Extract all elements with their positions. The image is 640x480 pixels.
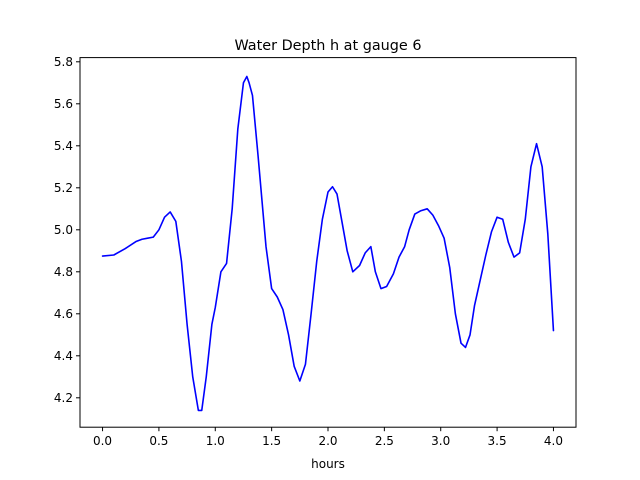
x-tick-label: 3.0 xyxy=(431,434,450,448)
x-tick-label: 4.0 xyxy=(544,434,563,448)
y-tick-label: 4.4 xyxy=(54,349,73,363)
x-axis-label: hours xyxy=(311,457,345,471)
series-line-0 xyxy=(101,75,555,412)
x-tick-label: 1.0 xyxy=(206,434,225,448)
y-tick-label: 5.4 xyxy=(54,139,73,153)
y-tick-label: 4.2 xyxy=(54,391,73,405)
y-tick-label: 5.0 xyxy=(54,223,73,237)
y-tick-label: 4.6 xyxy=(54,307,73,321)
y-tick-label: 5.6 xyxy=(54,97,73,111)
x-tick-label: 0.5 xyxy=(149,434,168,448)
chart-title: Water Depth h at gauge 6 xyxy=(234,38,421,54)
x-tick-label: 1.5 xyxy=(262,434,281,448)
x-tick-label: 2.0 xyxy=(318,434,337,448)
plot-frame xyxy=(79,57,577,428)
y-tick-label: 4.8 xyxy=(54,265,73,279)
x-tick-label: 0.0 xyxy=(93,434,112,448)
x-axis: 0.0 0.5 1.0 1.5 2.0 2.5 3.0 3.5 4.0 xyxy=(93,427,563,448)
plot-area xyxy=(101,75,555,412)
x-tick-label: 3.5 xyxy=(488,434,507,448)
y-tick-label: 5.2 xyxy=(54,181,73,195)
y-axis: 4.2 4.4 4.6 4.8 5.0 5.2 5.4 5.6 5.8 xyxy=(54,55,80,405)
x-tick-label: 2.5 xyxy=(375,434,394,448)
y-tick-label: 5.8 xyxy=(54,55,73,69)
